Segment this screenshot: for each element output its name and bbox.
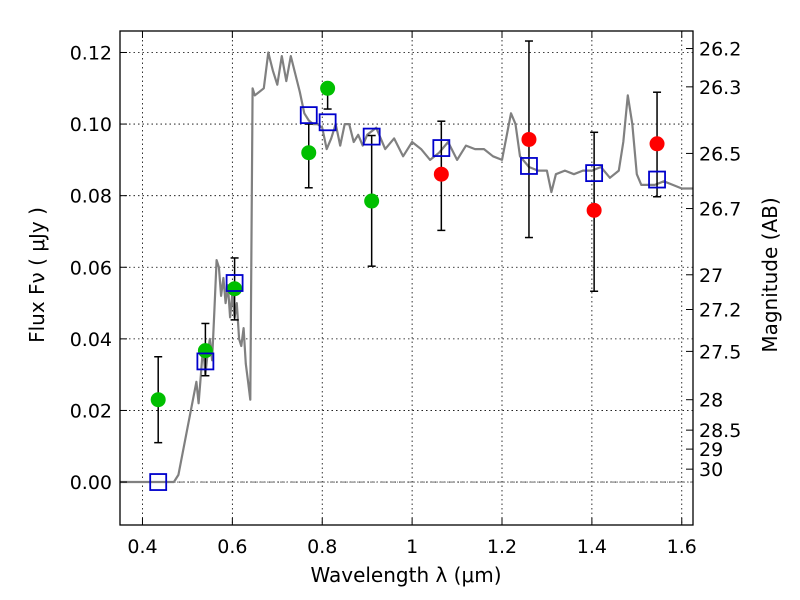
y-tick-label: 0.12	[70, 42, 112, 64]
y2-tick-label: 30	[699, 459, 723, 481]
y2-tick-label: 26.3	[699, 77, 741, 99]
model-sed-line	[120, 51, 693, 484]
green-data-point	[150, 392, 166, 408]
x-tick-label: 1.6	[667, 536, 697, 558]
y-tick-label: 0.10	[70, 114, 112, 136]
green-data-point	[197, 343, 213, 359]
y2-tick-label: 28	[699, 390, 723, 412]
x-tick-label: 0.4	[127, 536, 157, 558]
x-tick-label: 0.6	[217, 536, 247, 558]
green-data-point	[364, 193, 380, 209]
x-tick-label: 1	[406, 536, 418, 558]
red-data-point	[433, 166, 449, 182]
y-tick-label: 0.08	[70, 186, 112, 208]
plot-frame	[119, 30, 694, 526]
y2-tick-label: 29	[699, 439, 723, 461]
plot-area	[120, 40, 693, 491]
model-photometry-square	[149, 473, 168, 491]
x-axis-label: Wavelength λ (μm)	[310, 563, 501, 587]
y2-tick-label: 28.5	[699, 420, 741, 442]
y-tick-label: 0.00	[70, 472, 112, 494]
model-photometry-square	[362, 127, 381, 146]
y2-tick-label: 26.2	[699, 39, 741, 61]
y-tick-label: 0.02	[70, 400, 112, 422]
grid	[120, 31, 693, 525]
y2-tick-label: 26.7	[699, 199, 741, 221]
red-data-point	[649, 136, 665, 152]
y-axis-label: Flux Fν ( μJy )	[25, 207, 49, 343]
x-tick-label: 1.4	[577, 536, 607, 558]
green-data-point	[227, 281, 243, 297]
y2-axis-label: Magnitude (AB)	[758, 197, 782, 352]
red-data-point	[586, 202, 602, 218]
y2-tick-label: 27.5	[699, 341, 741, 363]
red-data-point	[521, 131, 537, 147]
y2-tick-label: 27.2	[699, 300, 741, 322]
model-photometry-square	[648, 170, 666, 189]
y2-tick-label: 26.5	[699, 143, 741, 165]
model-photometry-square	[520, 157, 538, 175]
green-data-point	[320, 80, 336, 96]
model-photometry-square	[318, 113, 337, 132]
axis-ticks: 0.4 0.6 0.8 1 1.2 1.4 1.6 0.00 0.02 0.04 0.06 0.08 0…	[70, 31, 741, 558]
x-tick-label: 0.8	[307, 536, 337, 558]
model-photometry-square	[196, 352, 215, 371]
model-photometry-square	[299, 106, 318, 125]
x-tick-label: 1.2	[487, 536, 517, 558]
model-photometry-square	[432, 139, 451, 157]
y-tick-label: 0.04	[70, 329, 112, 351]
model-photometry-square	[585, 164, 604, 183]
y-tick-label: 0.06	[70, 257, 112, 279]
model-photometry-square	[225, 274, 244, 292]
green-data-point	[301, 145, 317, 161]
y2-tick-label: 27	[699, 265, 723, 287]
